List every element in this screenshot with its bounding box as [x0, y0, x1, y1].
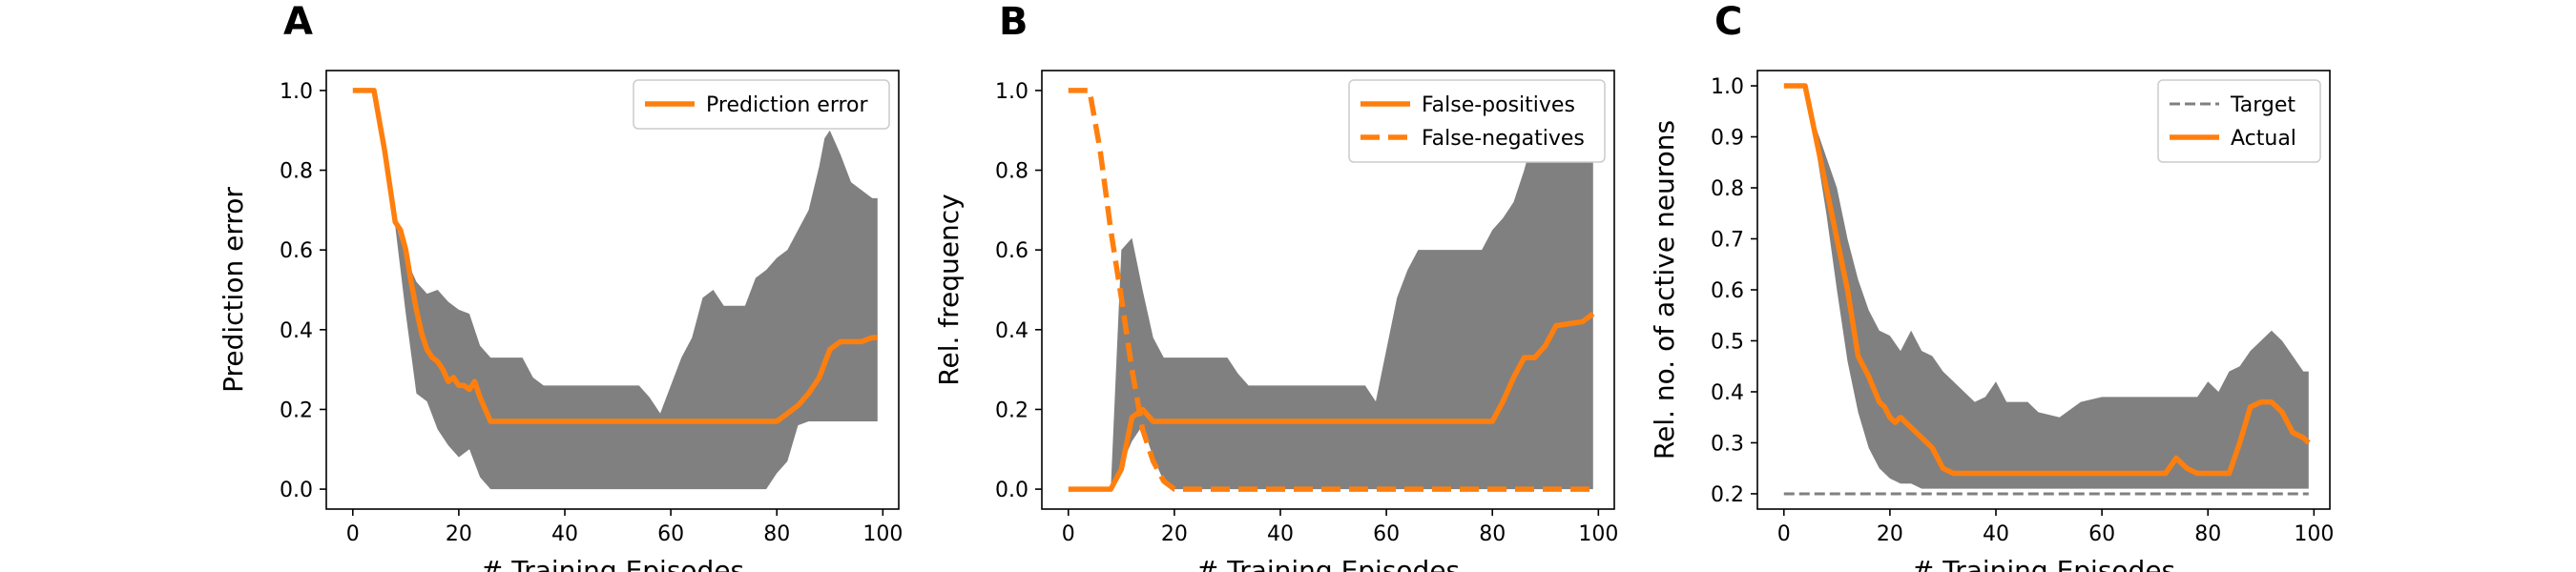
legend-label: Actual: [2231, 127, 2296, 151]
x-tick-label: 80: [2194, 522, 2221, 546]
series-line-2: [1068, 88, 1593, 492]
series-line-2: [1783, 83, 2311, 477]
legend-box: [633, 79, 890, 130]
legend-box: [2157, 79, 2321, 163]
y-tick-label: 1.0: [280, 80, 313, 104]
x-tick-label: 20: [1161, 522, 1188, 546]
uncertainty-band: [1068, 130, 1593, 490]
x-tick-label: 40: [1983, 522, 2009, 546]
y-tick-label: 0.2: [1711, 483, 1744, 507]
x-axis-label: # Training Episodes: [1912, 555, 2175, 572]
y-tick-label: 0.8: [280, 160, 313, 184]
legend-box: [1348, 79, 1606, 163]
y-tick-label: 0.9: [1711, 127, 1744, 151]
series-line-1: [1068, 311, 1595, 492]
y-tick-label: 0.8: [1711, 177, 1744, 201]
chart-panel-a: 0 20 40 60 80 100 0.0 0.2 0.4 0.6 0.8 1.0 # Training…: [218, 0, 903, 572]
uncertainty-band: [352, 90, 878, 490]
x-tick-label: 100: [1578, 522, 1618, 546]
x-tick-label: 80: [1479, 522, 1506, 546]
y-tick-label: 0.3: [1711, 432, 1744, 456]
legend-label: Prediction error: [706, 93, 868, 117]
x-tick-label: 20: [1877, 522, 1903, 546]
y-axis-label: Rel. frequency: [933, 194, 965, 385]
y-tick-label: 1.0: [995, 80, 1028, 104]
x-tick-label: 100: [2294, 522, 2334, 546]
y-tick-label: 0.4: [995, 319, 1028, 343]
x-axis-label: # Training Episodes: [481, 555, 744, 572]
y-tick-label: 1.0: [1711, 75, 1744, 99]
x-tick-label: 20: [446, 522, 472, 546]
y-tick-label: 0.6: [280, 239, 313, 263]
y-tick-label: 0.2: [280, 398, 313, 422]
uncertainty-band: [1783, 86, 2309, 489]
x-tick-label: 0: [1777, 522, 1791, 546]
legend-label: False-negatives: [1422, 127, 1585, 151]
x-tick-label: 60: [1373, 522, 1400, 546]
y-tick-label: 0.2: [995, 398, 1028, 422]
y-axis-label: Prediction error: [218, 187, 249, 393]
y-tick-label: 0.8: [995, 160, 1028, 184]
y-axis-label: Rel. no. of active neurons: [1649, 120, 1680, 460]
x-tick-label: 60: [2088, 522, 2115, 546]
y-tick-label: 0.0: [280, 479, 313, 502]
x-tick-label: 0: [346, 522, 360, 546]
legend-label: False-positives: [1422, 93, 1575, 117]
x-tick-label: 40: [551, 522, 578, 546]
x-tick-label: 100: [862, 522, 903, 546]
axes-frame: [325, 70, 900, 510]
y-tick-label: 0.6: [995, 239, 1028, 263]
legend-label: Target: [2230, 93, 2296, 117]
x-tick-label: 80: [763, 522, 790, 546]
panel-letter: C: [1714, 0, 1742, 44]
y-tick-label: 0.7: [1711, 229, 1744, 253]
x-tick-label: 40: [1267, 522, 1294, 546]
y-tick-label: 0.4: [280, 319, 313, 343]
x-tick-label: 0: [1062, 522, 1075, 546]
chart-panel-b: 0 20 40 60 80 100 0.0 0.2 0.4 0.6 0.8 1.0 # Training…: [933, 0, 1618, 572]
y-tick-label: 0.0: [995, 479, 1028, 502]
chart-panel-c: 0 20 40 60 80 100 0.2 0.3 0.4 0.5 0.6 0.7 0.8 0.9 1.0 #…: [1649, 0, 2334, 572]
x-tick-label: 60: [657, 522, 684, 546]
x-axis-label: # Training Episodes: [1196, 555, 1460, 572]
panel-letter: A: [283, 0, 313, 44]
y-tick-label: 0.5: [1711, 330, 1744, 354]
axes-frame: [1041, 70, 1615, 510]
panel-letter: B: [999, 0, 1028, 44]
y-tick-label: 0.4: [1711, 381, 1744, 405]
series-line-1: [352, 88, 878, 424]
y-tick-label: 0.6: [1711, 279, 1744, 303]
